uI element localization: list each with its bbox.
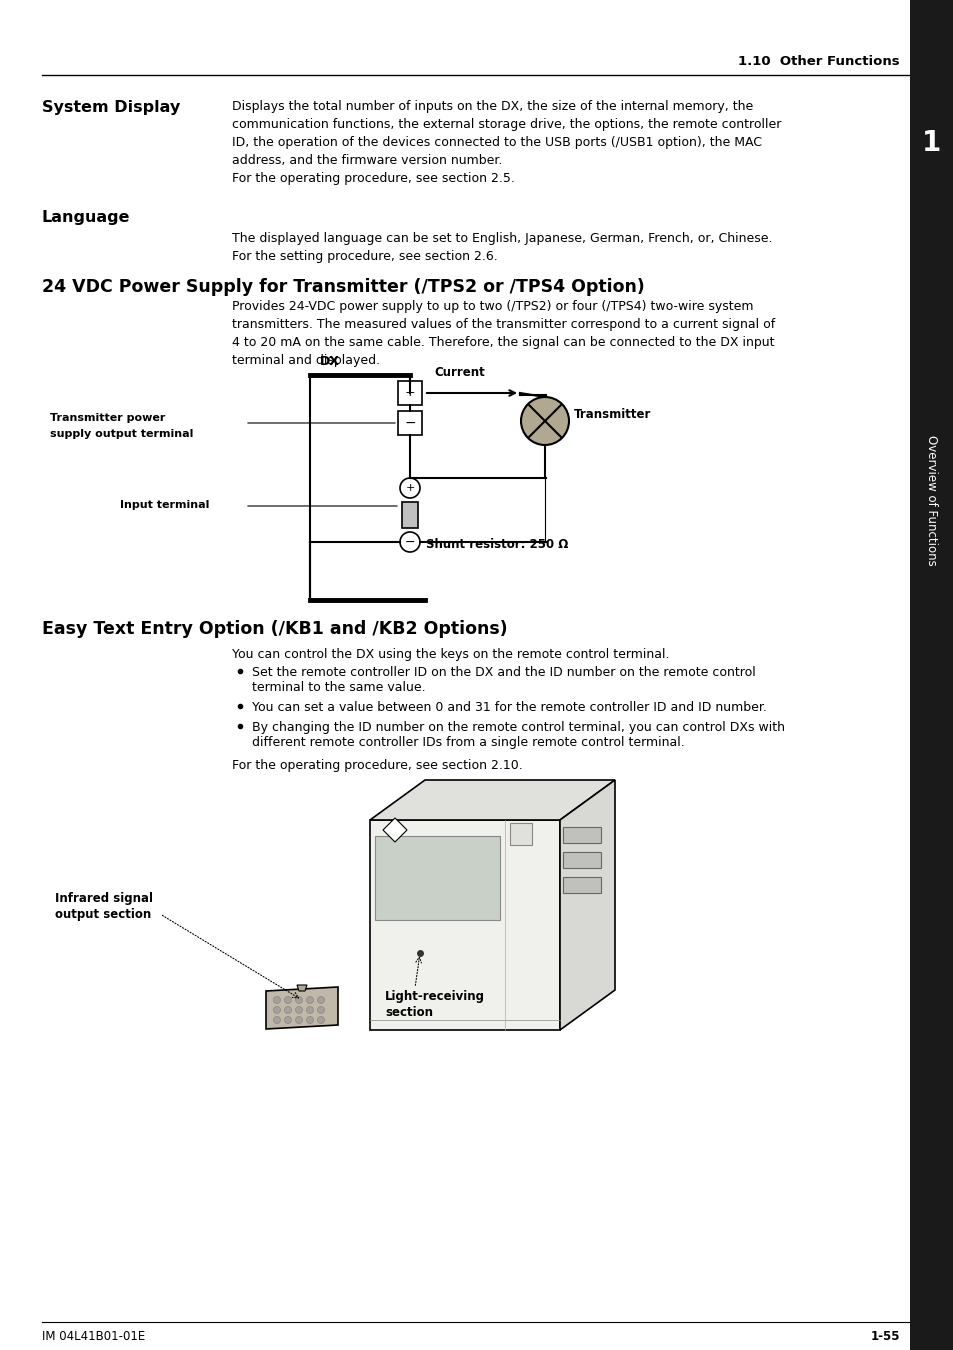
Circle shape <box>274 1017 280 1023</box>
Text: 4 to 20 mA on the same cable. Therefore, the signal can be connected to the DX i: 4 to 20 mA on the same cable. Therefore,… <box>232 336 774 350</box>
Circle shape <box>295 1017 302 1023</box>
Text: +: + <box>404 386 415 400</box>
Text: supply output terminal: supply output terminal <box>50 429 193 439</box>
Circle shape <box>274 1007 280 1014</box>
Bar <box>397 381 421 405</box>
Text: Shunt resistor: 250 Ω: Shunt resistor: 250 Ω <box>426 537 568 551</box>
Circle shape <box>399 478 419 498</box>
Circle shape <box>295 1007 302 1014</box>
Bar <box>397 410 421 435</box>
Polygon shape <box>382 818 407 842</box>
Text: section: section <box>385 1006 433 1019</box>
Polygon shape <box>266 987 337 1029</box>
Text: output section: output section <box>55 909 152 921</box>
Text: Transmitter power: Transmitter power <box>50 413 165 423</box>
Text: Input terminal: Input terminal <box>120 500 209 510</box>
Text: different remote controller IDs from a single remote control terminal.: different remote controller IDs from a s… <box>252 736 684 749</box>
Text: For the operating procedure, see section 2.5.: For the operating procedure, see section… <box>232 171 515 185</box>
Polygon shape <box>370 780 615 819</box>
Text: address, and the firmware version number.: address, and the firmware version number… <box>232 154 502 167</box>
Circle shape <box>306 1017 314 1023</box>
Text: Set the remote controller ID on the DX and the ID number on the remote control: Set the remote controller ID on the DX a… <box>252 666 755 679</box>
Text: Light-receiving: Light-receiving <box>385 990 484 1003</box>
Text: You can control the DX using the keys on the remote control terminal.: You can control the DX using the keys on… <box>232 648 669 662</box>
Bar <box>562 852 600 868</box>
Text: Overview of Functions: Overview of Functions <box>924 435 938 566</box>
Bar <box>401 502 417 528</box>
Text: 1.10  Other Functions: 1.10 Other Functions <box>738 55 899 68</box>
Polygon shape <box>559 780 615 1030</box>
Circle shape <box>284 996 292 1003</box>
Circle shape <box>274 996 280 1003</box>
Text: Language: Language <box>42 211 131 225</box>
Circle shape <box>306 996 314 1003</box>
Circle shape <box>317 1017 324 1023</box>
Polygon shape <box>375 836 499 919</box>
Text: 1: 1 <box>922 130 941 157</box>
Text: DX: DX <box>319 355 339 369</box>
Text: Current: Current <box>435 366 485 379</box>
Text: Infrared signal: Infrared signal <box>55 892 152 904</box>
Text: Displays the total number of inputs on the DX, the size of the internal memory, : Displays the total number of inputs on t… <box>232 100 753 113</box>
Text: Provides 24-VDC power supply to up to two (/TPS2) or four (/TPS4) two-wire syste: Provides 24-VDC power supply to up to tw… <box>232 300 753 313</box>
Text: transmitters. The measured values of the transmitter correspond to a current sig: transmitters. The measured values of the… <box>232 319 775 331</box>
Circle shape <box>520 397 568 446</box>
Text: terminal and displayed.: terminal and displayed. <box>232 354 379 367</box>
Text: IM 04L41B01-01E: IM 04L41B01-01E <box>42 1330 145 1343</box>
Polygon shape <box>370 819 559 1030</box>
Bar <box>562 828 600 842</box>
Text: +: + <box>405 483 415 493</box>
Circle shape <box>317 996 324 1003</box>
Bar <box>562 878 600 892</box>
Text: You can set a value between 0 and 31 for the remote controller ID and ID number.: You can set a value between 0 and 31 for… <box>252 701 766 714</box>
Text: For the setting procedure, see section 2.6.: For the setting procedure, see section 2… <box>232 250 497 263</box>
Text: System Display: System Display <box>42 100 180 115</box>
Bar <box>510 824 532 845</box>
Circle shape <box>317 1007 324 1014</box>
Text: −: − <box>404 536 415 548</box>
Text: communication functions, the external storage drive, the options, the remote con: communication functions, the external st… <box>232 117 781 131</box>
Text: Easy Text Entry Option (/KB1 and /KB2 Options): Easy Text Entry Option (/KB1 and /KB2 Op… <box>42 620 507 639</box>
Circle shape <box>399 532 419 552</box>
Text: 24 VDC Power Supply for Transmitter (/TPS2 or /TPS4 Option): 24 VDC Power Supply for Transmitter (/TP… <box>42 278 644 296</box>
Circle shape <box>284 1007 292 1014</box>
Text: terminal to the same value.: terminal to the same value. <box>252 680 425 694</box>
Circle shape <box>295 996 302 1003</box>
Text: For the operating procedure, see section 2.10.: For the operating procedure, see section… <box>232 759 522 772</box>
Text: The displayed language can be set to English, Japanese, German, French, or, Chin: The displayed language can be set to Eng… <box>232 232 772 244</box>
Circle shape <box>306 1007 314 1014</box>
Polygon shape <box>296 986 307 991</box>
Text: ID, the operation of the devices connected to the USB ports (/USB1 option), the : ID, the operation of the devices connect… <box>232 136 761 148</box>
Circle shape <box>284 1017 292 1023</box>
Polygon shape <box>909 0 953 1350</box>
Text: −: − <box>404 416 416 431</box>
Text: By changing the ID number on the remote control terminal, you can control DXs wi: By changing the ID number on the remote … <box>252 721 784 734</box>
Text: Transmitter: Transmitter <box>574 409 651 421</box>
Text: 1-55: 1-55 <box>869 1330 899 1343</box>
